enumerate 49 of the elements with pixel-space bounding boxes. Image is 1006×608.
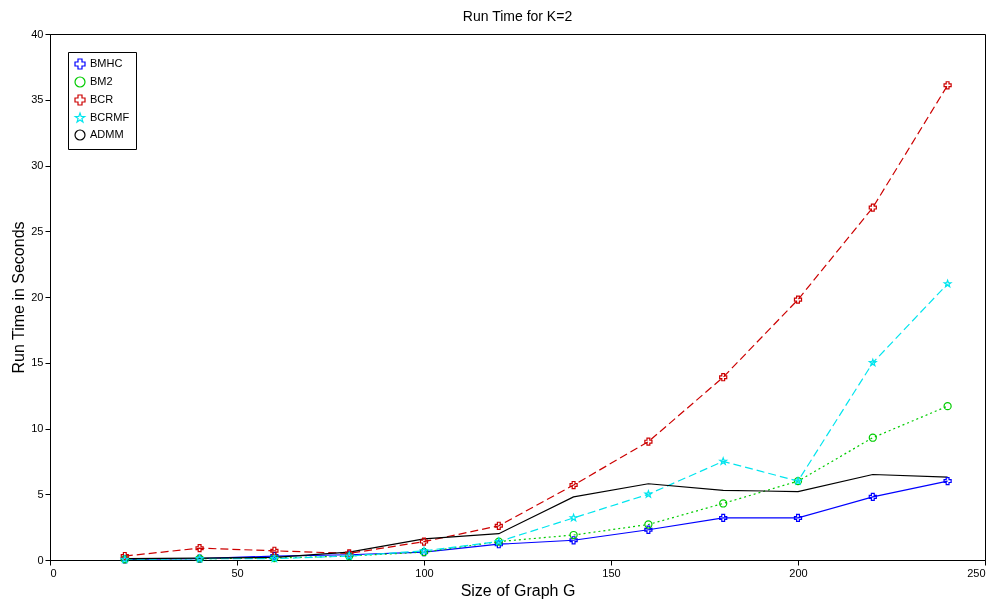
- x-tick-label: 150: [602, 566, 621, 579]
- legend-label: BCR: [90, 93, 114, 105]
- y-tick-label: 30: [31, 159, 44, 171]
- point: [644, 520, 653, 529]
- legend-label: ADMM: [90, 128, 124, 140]
- x-tick-label: 0: [50, 566, 57, 579]
- point: [569, 480, 578, 490]
- y-tick-label: 20: [31, 290, 44, 303]
- x-tick-label: 50: [231, 566, 244, 579]
- y-tick-label: 15: [31, 356, 44, 369]
- point: [569, 530, 578, 540]
- y-tick-label: 0: [37, 553, 44, 566]
- point: [943, 402, 952, 411]
- point: [494, 521, 503, 530]
- x-tick-label: 200: [789, 566, 808, 579]
- point: [943, 81, 952, 90]
- point: [793, 513, 803, 523]
- legend-label: BMHC: [90, 57, 123, 69]
- point: [793, 295, 803, 304]
- point: [868, 492, 877, 502]
- point: [644, 490, 653, 498]
- y-tick-label: 10: [31, 422, 44, 434]
- point: [868, 433, 877, 442]
- chart-title: Run Time for K=2: [462, 8, 573, 24]
- point: [719, 373, 728, 382]
- point: [195, 544, 204, 553]
- point: [943, 279, 952, 288]
- point: [943, 476, 952, 486]
- y-tick-label: 5: [37, 487, 44, 500]
- point: [644, 437, 653, 446]
- y-tick-label: 40: [31, 27, 44, 40]
- point: [868, 358, 877, 367]
- point: [868, 203, 877, 212]
- x-axis-title: Size of Graph G: [460, 581, 576, 599]
- legend-label: BM2: [90, 75, 113, 87]
- legend-label: BCRMF: [90, 111, 130, 123]
- point: [569, 513, 578, 522]
- point: [270, 546, 279, 555]
- y-tick-label: 35: [31, 93, 44, 106]
- y-axis-title: Run Time in Seconds: [10, 221, 28, 374]
- x-tick-label: 100: [415, 566, 434, 579]
- point: [419, 537, 429, 546]
- point: [569, 536, 578, 545]
- y-tick-label: 25: [31, 224, 44, 237]
- point: [719, 457, 728, 465]
- point: [719, 499, 728, 508]
- point: [644, 525, 653, 534]
- point: [719, 513, 728, 523]
- x-tick-label: 250: [967, 566, 986, 579]
